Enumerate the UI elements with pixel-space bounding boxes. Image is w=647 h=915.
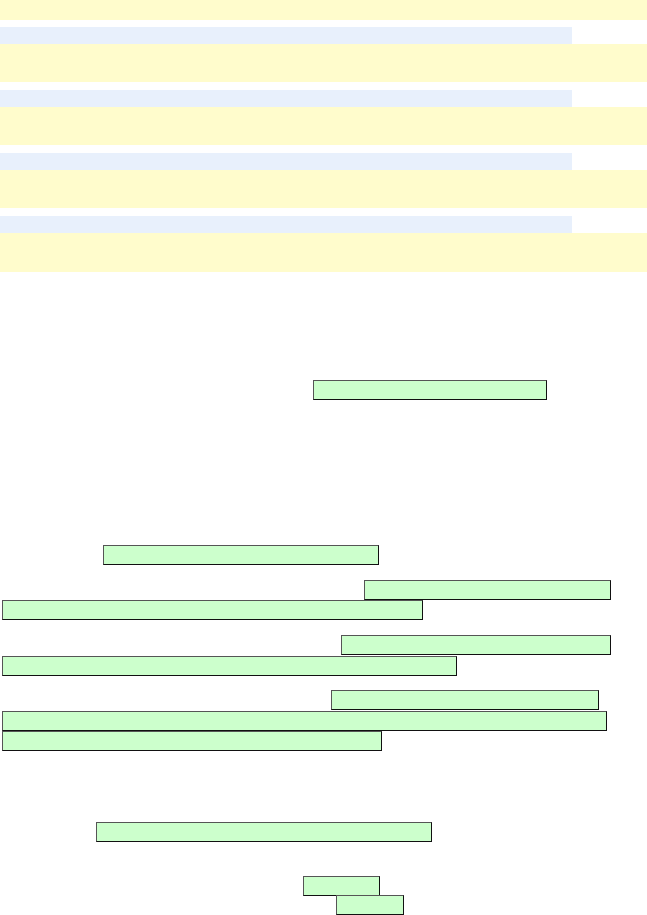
yellow-row: [0, 0, 647, 20]
input-box[interactable]: [313, 380, 547, 400]
input-box[interactable]: [2, 600, 423, 620]
input-box[interactable]: [103, 545, 379, 565]
input-box[interactable]: [2, 656, 457, 676]
input-box[interactable]: [336, 895, 404, 915]
input-box[interactable]: [96, 822, 432, 842]
blue-row: [0, 153, 572, 170]
yellow-row: [0, 44, 647, 82]
input-box[interactable]: [2, 711, 607, 731]
input-box[interactable]: [341, 635, 611, 655]
input-box[interactable]: [331, 690, 599, 710]
input-box[interactable]: [303, 876, 380, 896]
blue-row: [0, 90, 572, 107]
input-box[interactable]: [2, 731, 382, 751]
yellow-row: [0, 170, 647, 208]
yellow-row: [0, 233, 647, 272]
blue-row: [0, 216, 572, 233]
blue-row: [0, 27, 572, 44]
yellow-row: [0, 107, 647, 145]
input-box[interactable]: [364, 580, 611, 600]
